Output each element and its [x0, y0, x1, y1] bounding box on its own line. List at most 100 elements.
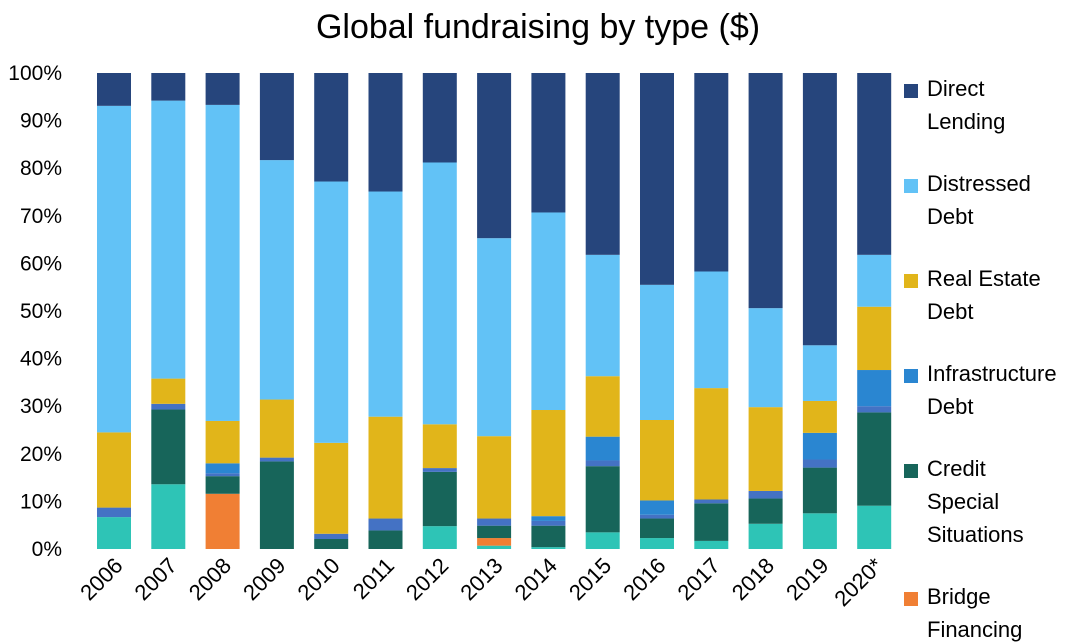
bar-segment — [531, 525, 566, 548]
legend-swatch — [904, 84, 918, 98]
bar-segment — [748, 407, 783, 491]
bar-segment — [748, 523, 783, 549]
bar-segment — [477, 238, 512, 437]
legend-label: Debt — [927, 204, 973, 229]
legend-swatch — [904, 274, 918, 288]
bar-segment — [205, 420, 240, 464]
bar-segment — [97, 517, 131, 549]
bar-segment — [857, 370, 892, 407]
bar-segment — [151, 73, 186, 101]
legend-swatch — [904, 369, 918, 383]
bar-segment — [802, 345, 837, 401]
bar-segment — [314, 73, 349, 182]
bar-segment — [585, 73, 620, 255]
y-tick-label: 40% — [20, 348, 62, 371]
bar-segment — [857, 505, 892, 549]
bar-segment — [314, 539, 349, 549]
y-tick-label: 80% — [20, 157, 62, 180]
bar-segment — [802, 400, 837, 433]
bar-segment — [477, 545, 512, 549]
legend-label: Debt — [927, 299, 973, 324]
bar-segment — [205, 493, 240, 549]
bar-segment — [802, 432, 837, 460]
y-tick-label: 60% — [20, 252, 62, 275]
bar-segment — [640, 514, 674, 519]
x-tick-label: 2009 — [238, 553, 290, 605]
bar-segment — [368, 518, 403, 531]
bar-segment — [368, 73, 403, 192]
bars — [97, 73, 892, 549]
bar-segment — [531, 410, 566, 517]
x-tick-label: 2018 — [727, 553, 779, 605]
bar-segment — [748, 498, 783, 524]
legend: Direct Lending Distressed Debt Real Estate De… — [904, 76, 1057, 642]
bar-segment — [640, 500, 674, 515]
y-tick-label: 50% — [20, 300, 62, 323]
legend-label: Credit — [927, 456, 986, 481]
y-axis: 0% 10% 20% 30% 40% 50% 60% 70% 80% 90% 100% — [8, 62, 62, 561]
bar-segment — [477, 525, 512, 539]
bar-segment — [97, 432, 131, 508]
bar-segment — [259, 73, 294, 161]
bar-segment — [314, 181, 349, 443]
bar-segment — [640, 73, 674, 285]
bar-segment — [531, 73, 566, 213]
bar-segment — [314, 442, 349, 534]
bar-segment — [694, 540, 729, 549]
legend-label: Infrastructure — [927, 361, 1057, 386]
bar-segment — [531, 212, 566, 411]
bar-segment — [151, 484, 186, 549]
legend-label: Special — [927, 489, 999, 514]
x-tick-label: 2015 — [564, 553, 616, 605]
legend-swatch — [904, 592, 918, 606]
legend-swatch — [904, 179, 918, 193]
x-axis: 2006 2007 2008 2009 2010 2011 2012 2013 2014 2015… — [75, 553, 888, 612]
x-tick-label: 2006 — [75, 553, 127, 605]
x-tick-label: 2013 — [455, 553, 507, 605]
y-tick-label: 70% — [20, 205, 62, 228]
bar-segment — [205, 73, 240, 105]
bar-segment — [857, 406, 892, 413]
bar-segment — [857, 306, 892, 371]
bar-segment — [531, 547, 566, 549]
bar-segment — [368, 416, 403, 519]
y-tick-label: 0% — [32, 538, 62, 561]
bar-segment — [151, 378, 186, 404]
bar-segment — [640, 518, 674, 539]
bar-segment — [205, 473, 240, 477]
legend-swatch — [904, 464, 918, 478]
bar-segment — [857, 73, 892, 255]
bar-segment — [422, 424, 457, 469]
bar-segment — [802, 467, 837, 514]
legend-label: Real Estate — [927, 266, 1041, 291]
bar-segment — [694, 499, 729, 504]
bar-segment — [259, 399, 294, 458]
bar-segment — [640, 538, 674, 549]
bar-segment — [259, 160, 294, 400]
bar-segment — [857, 412, 892, 506]
x-tick-label: 2016 — [618, 553, 670, 605]
legend-label: Financing — [927, 617, 1022, 642]
bar-segment — [97, 73, 131, 106]
x-tick-label: 2017 — [673, 553, 725, 605]
y-tick-label: 90% — [20, 110, 62, 133]
bar-segment — [531, 520, 566, 526]
bar-segment — [802, 459, 837, 468]
bar-segment — [259, 461, 294, 549]
bar-segment — [477, 518, 512, 526]
legend-label: Lending — [927, 109, 1005, 134]
bar-segment — [368, 191, 403, 417]
bar-segment — [694, 271, 729, 389]
bar-segment — [857, 254, 892, 307]
x-tick-label: 2011 — [348, 553, 399, 604]
bar-segment — [151, 409, 186, 485]
x-tick-label: 2020* — [829, 553, 888, 612]
x-tick-label: 2012 — [401, 553, 453, 605]
bar-segment — [585, 376, 620, 437]
legend-label: Situations — [927, 522, 1024, 547]
bar-segment — [97, 507, 131, 518]
legend-label: Direct — [927, 76, 984, 101]
bar-segment — [422, 468, 457, 472]
x-tick-label: 2008 — [184, 553, 236, 605]
